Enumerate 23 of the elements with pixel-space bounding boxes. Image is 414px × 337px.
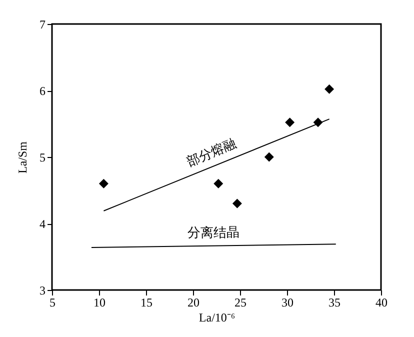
point — [264, 152, 274, 162]
point — [232, 198, 242, 208]
y-tick-label: 4 — [40, 217, 46, 231]
y-tick-label: 3 — [40, 284, 46, 298]
y-tick-label: 6 — [40, 84, 46, 98]
x-tick-label: 30 — [282, 296, 294, 310]
x-axis-title: La/10⁻⁶ — [198, 310, 236, 324]
point — [98, 178, 108, 188]
point — [214, 178, 224, 188]
text: 部分熔融 — [184, 136, 238, 170]
x-tick-label: 15 — [140, 296, 152, 310]
x-tick-label: 10 — [94, 296, 106, 310]
y-axis-title: La/Sm — [16, 140, 30, 174]
point — [324, 84, 334, 94]
x-tick-label: 20 — [188, 296, 200, 310]
point — [285, 118, 295, 128]
x-tick-label: 40 — [376, 296, 388, 310]
x-tick-label: 35 — [328, 296, 340, 310]
x-tick-label: 25 — [234, 296, 246, 310]
y-tick-label: 5 — [40, 150, 46, 164]
y-tick-label: 7 — [40, 18, 46, 32]
x-tick-label: 5 — [50, 296, 56, 310]
series-label: 分离结晶 — [187, 224, 240, 240]
